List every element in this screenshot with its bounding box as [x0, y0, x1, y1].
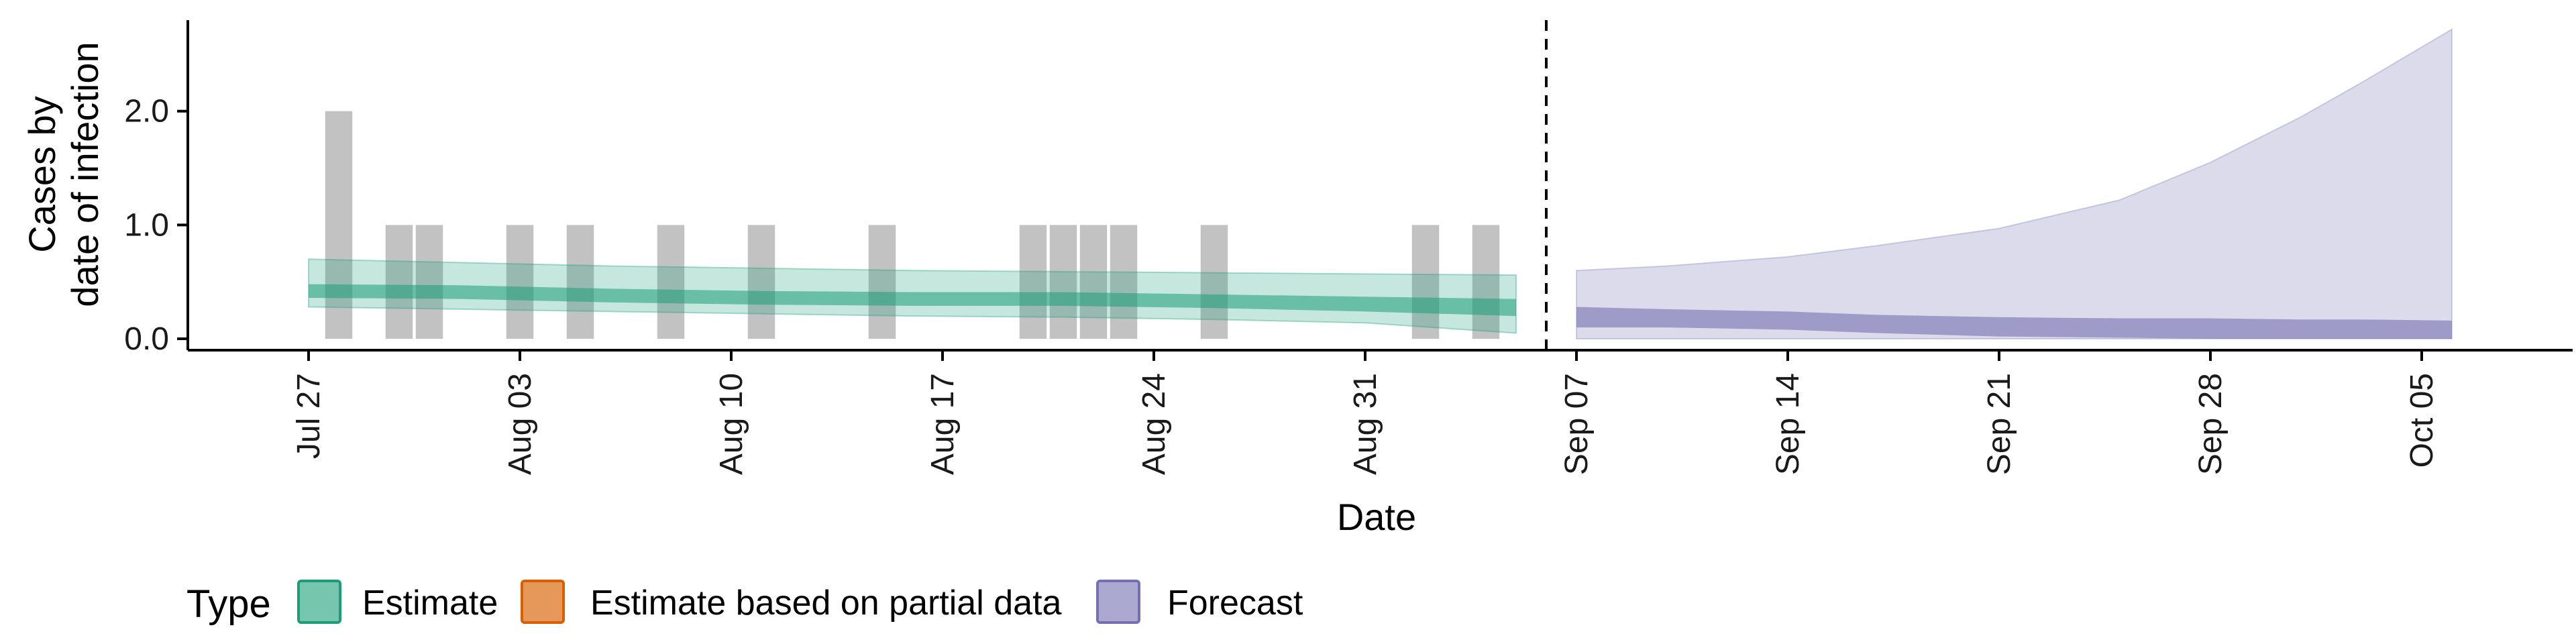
forecast-inner-band: [1576, 307, 2452, 339]
x-tick-label: Sep 14: [1770, 373, 1806, 475]
reported-case-bar: [1019, 225, 1047, 339]
reported-case-bar: [1200, 225, 1228, 339]
reported-case-bar: [385, 225, 413, 339]
reported-case-bar: [415, 225, 443, 339]
reported-case-bar: [325, 111, 353, 339]
y-tick-label: 1.0: [124, 207, 169, 243]
legend-swatch-forecast: [1096, 580, 1140, 624]
reported-case-bar: [1472, 225, 1500, 339]
reported-case-bar: [868, 225, 896, 339]
forecast-outer-band: [1576, 28, 2453, 340]
reported-case-bar: [1079, 225, 1108, 339]
axes: [186, 20, 2573, 352]
y-axis-title-line-1: Cases by: [21, 96, 63, 252]
reported-case-bar: [1049, 225, 1077, 339]
x-tick-label: Jul 27: [291, 373, 327, 459]
x-tick-label: Aug 24: [1136, 373, 1172, 475]
reported-case-bar: [657, 225, 685, 339]
estimate-bands: [308, 258, 1517, 334]
reported-cases-bars: [325, 111, 1500, 339]
reported-case-bar: [747, 225, 775, 339]
legend-label-forecast: Forecast: [1167, 584, 1303, 623]
y-tick-label: 2.0: [124, 94, 169, 129]
estimate-inner-band: [309, 284, 1516, 317]
x-tick-label: Aug 03: [502, 373, 538, 475]
legend-label-partial: Estimate based on partial data: [590, 584, 1062, 623]
x-tick-label: Aug 31: [1348, 373, 1383, 475]
forecast-bands: [1576, 28, 2453, 340]
legend-label-estimate: Estimate: [362, 584, 498, 623]
x-tick-label: Aug 10: [714, 373, 749, 475]
x-tick-label: Sep 07: [1559, 373, 1595, 475]
x-tick-label: Aug 17: [925, 373, 961, 475]
reported-case-bar: [1411, 225, 1440, 339]
reported-case-bar: [1110, 225, 1138, 339]
x-tick-label: Sep 21: [1982, 373, 2017, 475]
y-tick-label: 0.0: [124, 321, 169, 357]
x-axis-ticks: Jul 27 Aug 03 Aug 10 Aug 17 Aug 24 Aug 31 Sep …: [291, 350, 2440, 475]
legend: Type Estimate Estimate based on partial …: [186, 580, 1303, 626]
reported-case-bar: [506, 225, 534, 339]
legend-title: Type: [186, 582, 271, 626]
y-axis-ticks: 0.0 1.0 2.0: [124, 94, 188, 357]
legend-swatch-partial: [521, 580, 565, 624]
x-axis-title: Date: [1337, 496, 1416, 538]
x-tick-label: Sep 28: [2193, 373, 2229, 475]
reported-case-bar: [566, 225, 594, 339]
x-tick-label: Oct 05: [2404, 373, 2440, 468]
y-axis-title-line-2: date of infection: [64, 42, 106, 307]
legend-swatch-estimate: [297, 580, 341, 624]
